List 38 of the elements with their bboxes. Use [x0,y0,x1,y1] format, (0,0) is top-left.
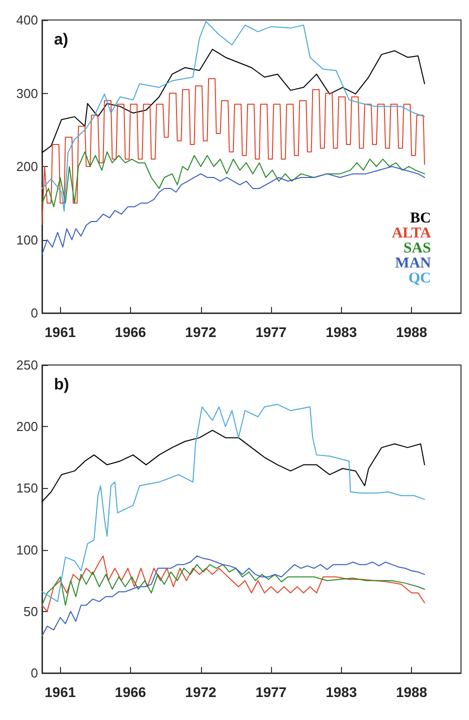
x-tick-label: 1988 [396,324,428,340]
y-tick-label: 0 [30,306,38,320]
x-tick-label: 1972 [185,684,217,700]
y-tick-label: 150 [16,480,38,496]
y-tick-label: 0 [30,666,38,680]
x-tick-label: 1966 [114,324,146,340]
line-series [42,20,426,212]
text: ALTA [392,226,432,242]
x-tick-label: 1983 [326,324,358,340]
line-series [42,430,426,502]
line-series [42,151,426,208]
x-tick-label: 1961 [44,684,76,700]
y-tick-label: 250 [16,358,38,372]
line-series [42,48,426,154]
y-tick-label: 200 [16,159,38,174]
y-tick-label: 100 [16,542,38,558]
text: MAN [395,256,432,272]
line-series [42,564,426,606]
line-series [42,555,426,637]
text: SAS [403,240,431,256]
text: BC [410,210,431,226]
line-series [42,555,426,612]
y-tick-label: 200 [16,419,38,434]
x-tick-label: 1961 [44,324,76,340]
x-tick-label: 1977 [255,324,287,340]
y-tick-label: 50 [24,604,38,619]
text: QC [408,270,431,286]
y-tick-label: 400 [16,12,38,28]
x-tick-label: 1972 [185,324,217,340]
line-series [42,404,426,602]
x-tick-label: 1988 [396,684,428,700]
y-tick-label: 300 [16,86,38,101]
annotation: b) [54,376,70,394]
x-tick-label: 1977 [255,684,287,700]
x-tick-label: 1966 [114,684,146,700]
annotation: a) [54,32,68,48]
y-tick-label: 100 [16,232,38,248]
x-tick-label: 1983 [326,684,358,700]
